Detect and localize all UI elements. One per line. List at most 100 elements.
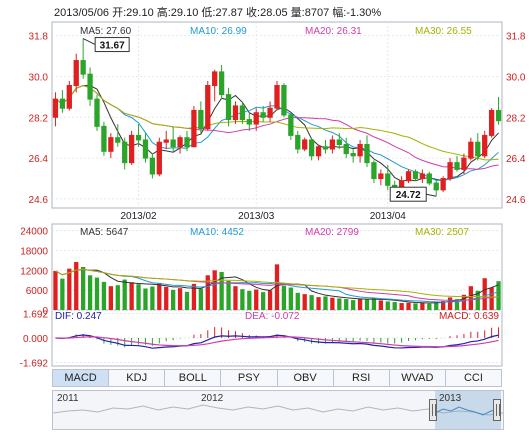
volume-bar	[420, 302, 425, 310]
volume-bar	[357, 298, 363, 310]
tab-psy[interactable]: PSY	[221, 369, 278, 387]
navigator-right-handle[interactable]	[493, 399, 501, 421]
price-ma-legend: MA5: 27.60	[80, 26, 132, 37]
volume-bar	[427, 303, 432, 310]
volume-tick: 12000	[20, 266, 48, 277]
candle-up	[177, 137, 183, 148]
volume-bar	[316, 297, 321, 310]
volume-bar	[482, 278, 487, 310]
volume-bar	[447, 297, 453, 310]
price-tick-left: 28.2	[29, 113, 49, 124]
candle-down	[322, 146, 329, 150]
price-ma30-line	[55, 84, 499, 161]
volume-bar	[87, 275, 93, 310]
navigator-left-handle[interactable]	[429, 399, 437, 421]
volume-bar	[247, 290, 252, 310]
volume-bar	[461, 294, 467, 310]
candle-down	[475, 141, 481, 157]
candle-down	[184, 137, 190, 148]
volume-bar	[454, 299, 460, 310]
volume-bar	[385, 301, 390, 310]
candle-down	[87, 73, 93, 100]
candle-down	[246, 119, 252, 125]
candle-up	[267, 107, 273, 118]
candle-down	[135, 134, 142, 141]
candle-up	[378, 173, 384, 180]
candle-up	[108, 137, 114, 152]
volume-bar	[406, 302, 411, 310]
candle-up	[440, 178, 446, 191]
navigator-year-2013: 2013	[439, 393, 462, 404]
volume-bar	[53, 270, 58, 310]
candle-up	[253, 112, 259, 125]
candle-down	[308, 139, 315, 157]
candle-down	[371, 162, 377, 180]
candle-down	[94, 98, 100, 127]
volume-bar	[212, 270, 217, 310]
candle-up	[128, 134, 135, 164]
candle-down	[364, 143, 370, 164]
candle-up	[212, 71, 218, 87]
macd-tick: -1.692	[20, 358, 49, 368]
candle-down	[336, 139, 342, 145]
macd-tick: 0.000	[23, 334, 48, 345]
volume-bar	[337, 298, 342, 310]
navigator-selection[interactable]: 2013	[435, 391, 501, 429]
tab-kdj[interactable]: KDJ	[109, 369, 166, 387]
candle-up	[52, 98, 59, 118]
candle-down	[260, 112, 266, 118]
candle-up	[163, 139, 169, 143]
volume-tick: 0	[42, 306, 48, 317]
indicator-tabs: MACD KDJ BOLL PSY OBV RSI WVAD CCI	[52, 369, 502, 387]
time-navigator[interactable]: 2011 2012 2013	[52, 390, 504, 430]
navigator-year-2011: 2011	[57, 393, 79, 404]
candle-down	[59, 98, 66, 109]
volume-bar	[94, 277, 100, 310]
candle-down	[288, 114, 294, 136]
tab-boll[interactable]: BOLL	[165, 369, 222, 387]
volume-bar	[309, 295, 314, 310]
volume-bar	[205, 275, 210, 310]
volume-bar	[378, 300, 383, 310]
volume-tick: 24000	[20, 227, 48, 238]
volume-bar	[191, 283, 197, 310]
volume-bar	[295, 292, 300, 310]
volume-bar	[150, 286, 155, 310]
navigator-history-line	[53, 404, 503, 416]
volume-bar	[74, 262, 79, 310]
candle-down	[239, 105, 246, 121]
price-tick-left: 31.8	[29, 32, 49, 43]
candle-down	[454, 162, 460, 170]
price-ma-legend: MA20: 26.31	[305, 26, 362, 37]
candle-down	[80, 60, 86, 75]
volume-bar	[81, 267, 86, 310]
dea-line	[55, 336, 499, 348]
volume-bar	[323, 296, 328, 310]
candle-up	[232, 105, 239, 121]
volume-ma-legend: MA30: 2507	[415, 227, 469, 238]
dif-legend: DIF: 0.247	[55, 311, 102, 322]
tab-cci[interactable]: CCI	[445, 369, 502, 387]
candle-up	[329, 139, 336, 150]
candle-down	[149, 157, 156, 175]
candle-up	[461, 157, 467, 170]
volume-bar	[115, 285, 120, 310]
candle-down	[495, 109, 502, 122]
candle-down	[426, 173, 432, 184]
candle-down	[412, 171, 419, 180]
candle-up	[274, 85, 280, 109]
price-tick-left: 30.0	[29, 72, 49, 83]
tab-wvad[interactable]: WVAD	[389, 369, 446, 387]
x-axis-date-label: 2013/04	[370, 211, 407, 222]
volume-bar	[281, 285, 287, 310]
volume-bar	[496, 281, 501, 310]
volume-bar	[371, 298, 377, 310]
volume-bar	[240, 289, 245, 310]
volume-bar	[351, 300, 356, 310]
tab-obv[interactable]: OBV	[277, 369, 334, 387]
volume-bar	[219, 271, 224, 310]
candle-down	[343, 143, 349, 155]
candle-up	[191, 109, 197, 148]
tab-rsi[interactable]: RSI	[333, 369, 390, 387]
tab-macd[interactable]: MACD	[52, 369, 110, 387]
